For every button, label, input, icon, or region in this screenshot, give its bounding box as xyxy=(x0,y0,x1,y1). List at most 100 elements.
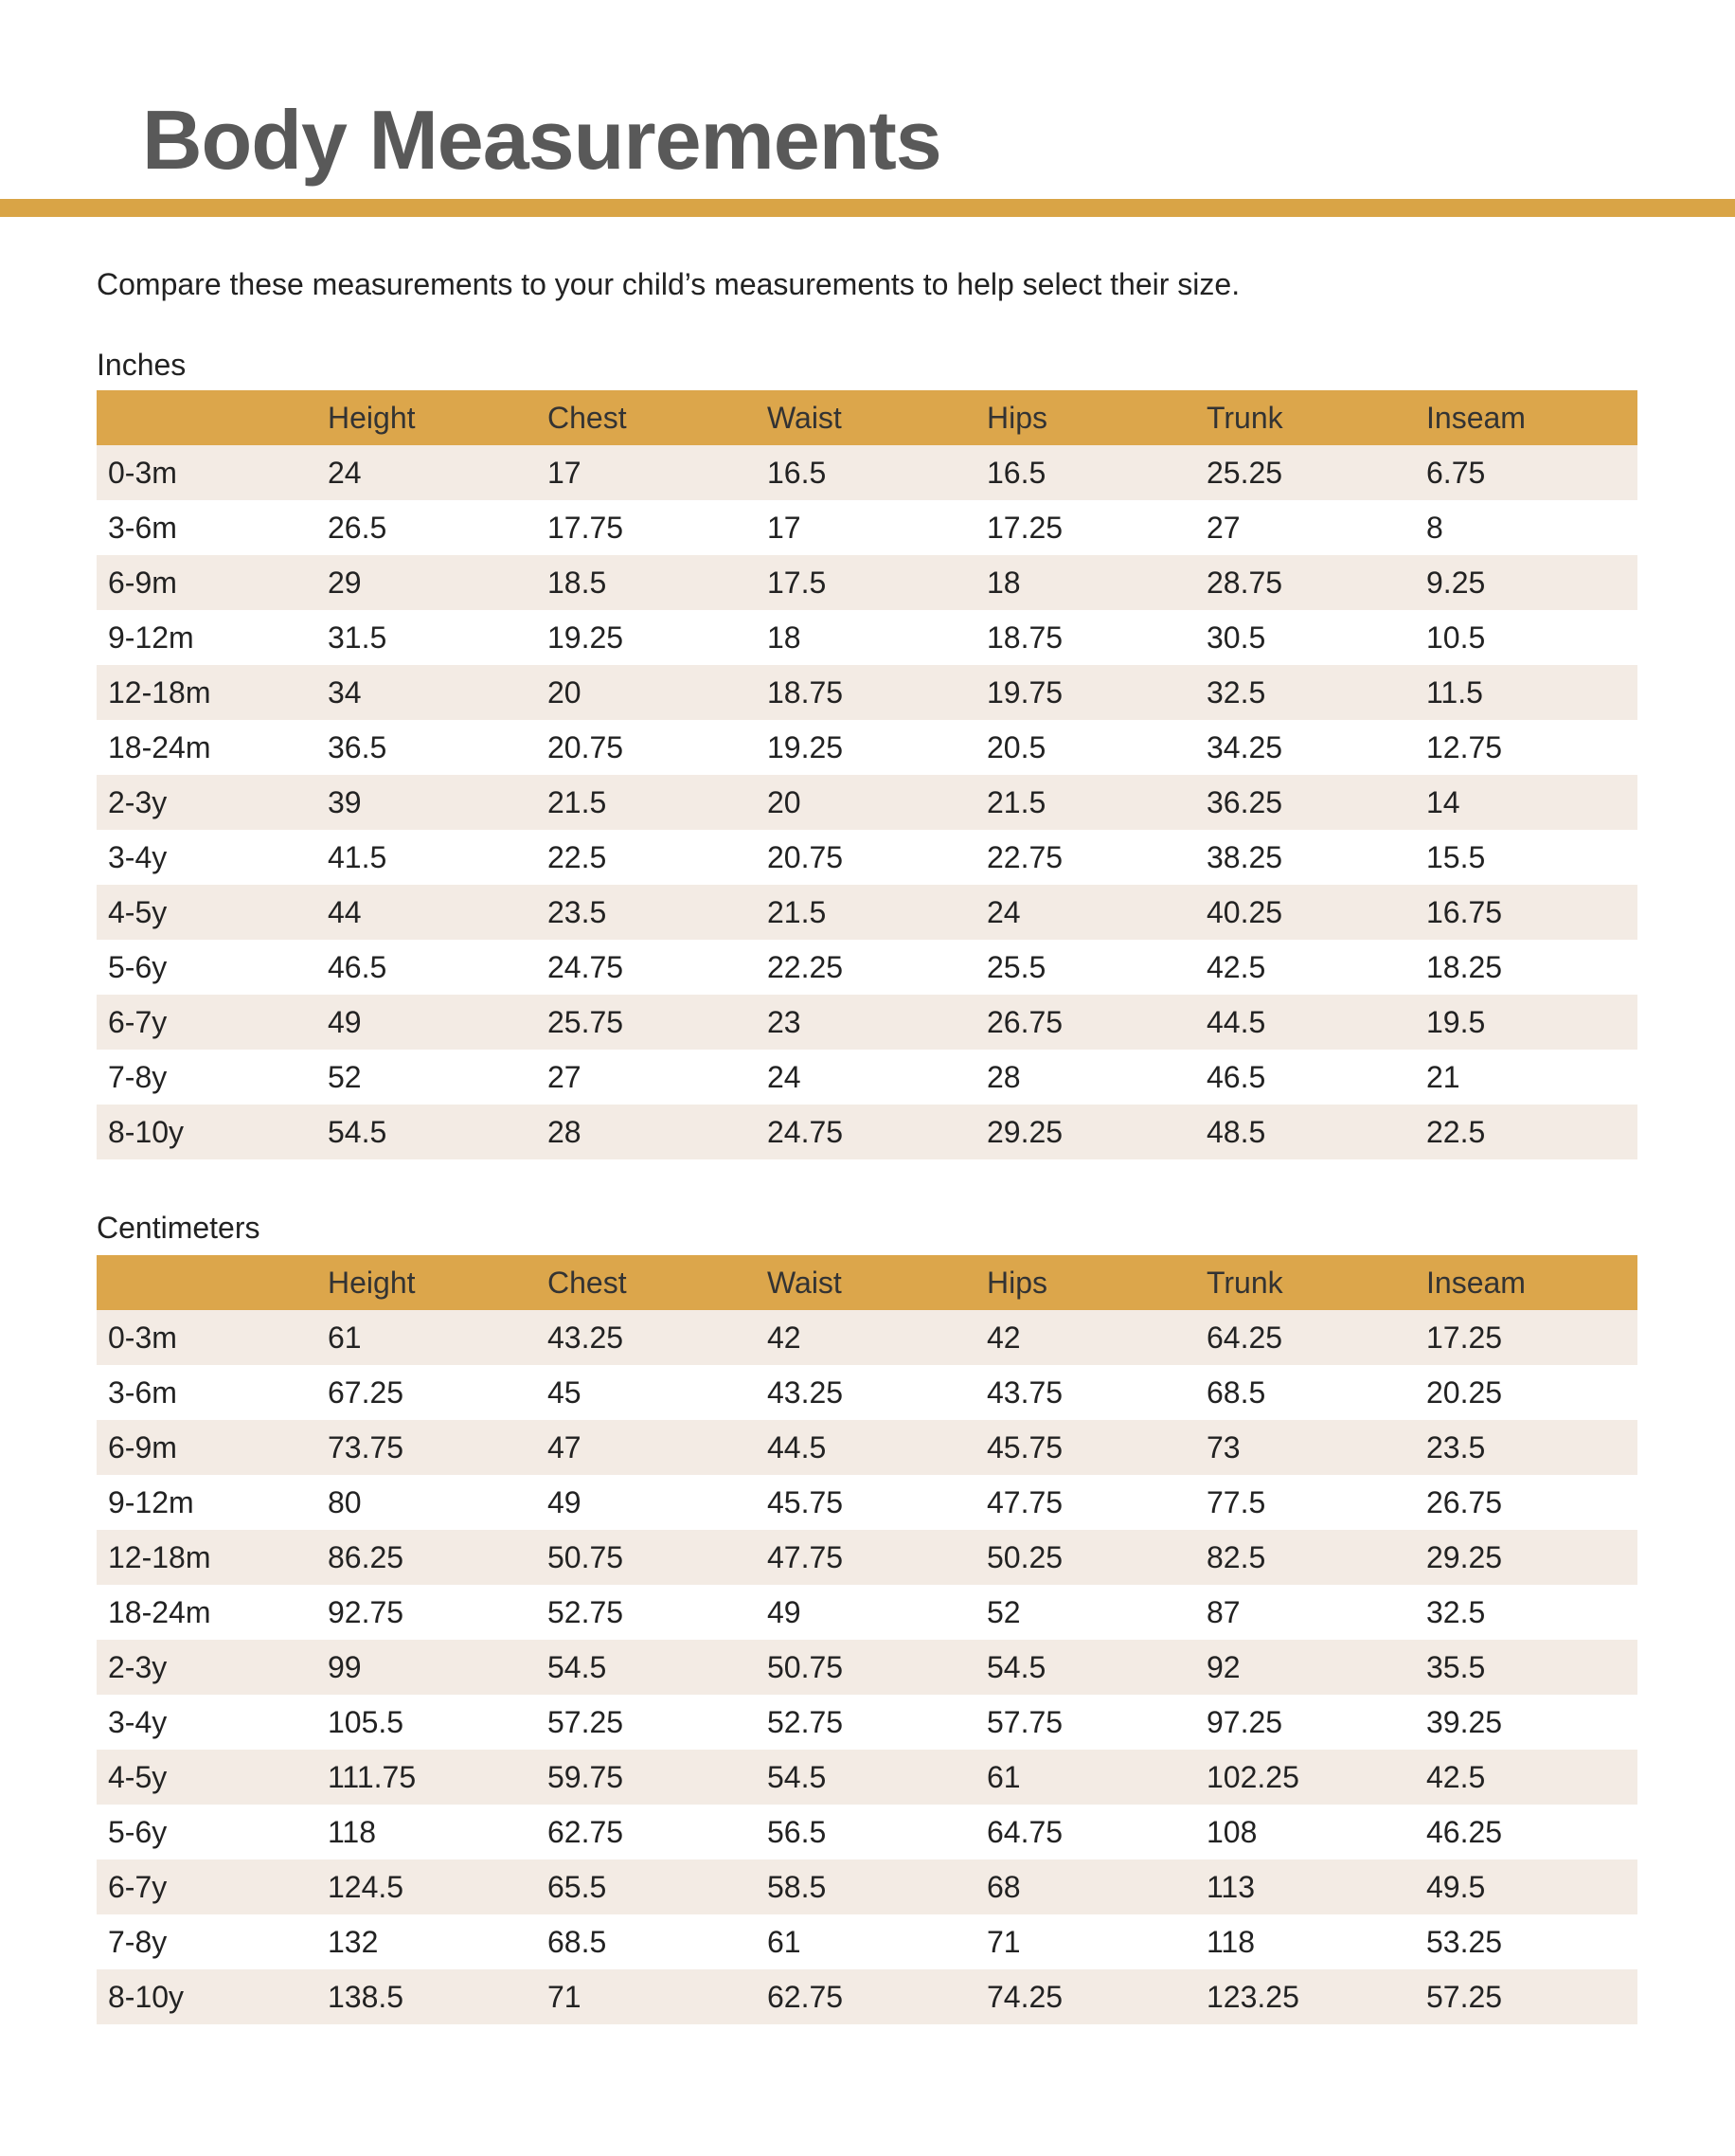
table-row: 9-12m 31.5 19.25 18 18.75 30.5 10.5 xyxy=(97,610,1637,665)
header-cell: Waist xyxy=(767,400,842,435)
value-cell: 17.75 xyxy=(547,510,624,545)
value-cell: 24.75 xyxy=(767,1114,844,1149)
value-cell: 44 xyxy=(328,894,362,929)
value-cell: 102.25 xyxy=(1207,1759,1299,1794)
value-cell: 43.25 xyxy=(547,1320,624,1355)
table-row: 12-18m 34 20 18.75 19.75 32.5 11.5 xyxy=(97,665,1637,720)
value-cell: 45.75 xyxy=(987,1429,1064,1464)
table-row: 6-7y 124.5 65.5 58.5 68 113 49.5 xyxy=(97,1860,1637,1914)
value-cell: 20.5 xyxy=(987,729,1046,764)
value-cell: 41.5 xyxy=(328,839,387,874)
value-cell: 18.75 xyxy=(987,620,1064,655)
value-cell: 54.5 xyxy=(767,1759,827,1794)
value-cell: 25.5 xyxy=(987,949,1046,984)
value-cell: 105.5 xyxy=(328,1704,404,1739)
table-row: 3-6m 26.5 17.75 17 17.25 27 8 xyxy=(97,500,1637,555)
value-cell: 28 xyxy=(987,1059,1021,1094)
value-cell: 17 xyxy=(547,455,581,490)
value-cell: 20.25 xyxy=(1426,1374,1503,1410)
table-row: 8-10y 54.5 28 24.75 29.25 48.5 22.5 xyxy=(97,1105,1637,1159)
header-row: Height Chest Waist Hips Trunk Inseam xyxy=(97,390,1637,445)
value-cell: 26.5 xyxy=(328,510,387,545)
value-cell: 26.75 xyxy=(987,1004,1064,1039)
value-cell: 21.5 xyxy=(767,894,827,929)
value-cell: 124.5 xyxy=(328,1869,404,1904)
header-cell: Hips xyxy=(987,400,1048,435)
value-cell: 18 xyxy=(987,565,1021,600)
value-cell: 25.25 xyxy=(1207,455,1283,490)
value-cell: 50.75 xyxy=(767,1649,844,1684)
value-cell: 49.5 xyxy=(1426,1869,1486,1904)
header-row: Height Chest Waist Hips Trunk Inseam xyxy=(97,1255,1637,1310)
header-cell: Trunk xyxy=(1207,400,1283,435)
accent-bar xyxy=(0,199,1735,217)
title: Body Measurements xyxy=(142,93,942,187)
value-cell: 19.25 xyxy=(767,729,844,764)
value-cell: 45.75 xyxy=(767,1484,844,1519)
value-cell: 64.75 xyxy=(987,1814,1064,1849)
table-row: 18-24m 92.75 52.75 49 52 87 32.5 xyxy=(97,1585,1637,1640)
table: Height Chest Waist Hips Trunk Inseam 0-3m 61 43.… xyxy=(97,1255,1637,2024)
table-row: 6-9m 73.75 47 44.5 45.75 73 23.5 xyxy=(97,1420,1637,1475)
value-cell: 46.5 xyxy=(328,949,387,984)
value-cell: 18.5 xyxy=(547,565,607,600)
value-cell: 87 xyxy=(1207,1594,1241,1629)
value-cell: 35.5 xyxy=(1426,1649,1486,1684)
value-cell: 20.75 xyxy=(547,729,624,764)
value-cell: 62.75 xyxy=(547,1814,624,1849)
header-cell: Inseam xyxy=(1426,400,1526,435)
value-cell: 43.25 xyxy=(767,1374,844,1410)
value-cell: 23 xyxy=(767,1004,801,1039)
value-cell: 47.75 xyxy=(987,1484,1064,1519)
value-cell: 36.5 xyxy=(328,729,387,764)
value-cell: 62.75 xyxy=(767,1979,844,2014)
value-cell: 57.25 xyxy=(547,1704,624,1739)
value-cell: 44.5 xyxy=(1207,1004,1266,1039)
size-cell: 2-3y xyxy=(108,1649,168,1684)
value-cell: 27 xyxy=(547,1059,581,1094)
value-cell: 53.25 xyxy=(1426,1924,1503,1959)
table-row: 9-12m 80 49 45.75 47.75 77.5 26.75 xyxy=(97,1475,1637,1530)
value-cell: 113 xyxy=(1207,1869,1256,1904)
value-cell: 17.5 xyxy=(767,565,827,600)
intro: Compare these measurements to your child… xyxy=(97,267,1241,301)
value-cell: 57.75 xyxy=(987,1704,1064,1739)
value-cell: 52.75 xyxy=(767,1704,844,1739)
value-cell: 36.25 xyxy=(1207,784,1283,819)
value-cell: 44.5 xyxy=(767,1429,827,1464)
header-cell: Height xyxy=(328,400,416,435)
value-cell: 21.5 xyxy=(547,784,607,819)
value-cell: 74.25 xyxy=(987,1979,1064,2014)
value-cell: 71 xyxy=(987,1924,1021,1959)
value-cell: 22.5 xyxy=(1426,1114,1486,1149)
table-row: 0-3m 61 43.25 42 42 64.25 17.25 xyxy=(97,1310,1637,1365)
size-cell: 6-9m xyxy=(108,1429,177,1464)
size-cell: 7-8y xyxy=(108,1059,168,1094)
size-cell: 3-6m xyxy=(108,510,177,545)
value-cell: 22.75 xyxy=(987,839,1064,874)
table-label: Inches xyxy=(97,348,187,382)
value-cell: 46.5 xyxy=(1207,1059,1266,1094)
value-cell: 15.5 xyxy=(1426,839,1486,874)
value-cell: 73 xyxy=(1207,1429,1241,1464)
value-cell: 45 xyxy=(547,1374,581,1410)
value-cell: 54.5 xyxy=(547,1649,607,1684)
value-cell: 32.5 xyxy=(1426,1594,1486,1629)
value-cell: 29.25 xyxy=(987,1114,1064,1149)
value-cell: 86.25 xyxy=(328,1539,404,1574)
size-cell: 9-12m xyxy=(108,1484,194,1519)
value-cell: 21.5 xyxy=(987,784,1046,819)
value-cell: 52.75 xyxy=(547,1594,624,1629)
value-cell: 46.25 xyxy=(1426,1814,1503,1849)
size-cell: 6-7y xyxy=(108,1869,168,1904)
value-cell: 123.25 xyxy=(1207,1979,1299,2014)
value-cell: 42.5 xyxy=(1426,1759,1486,1794)
size-cell: 4-5y xyxy=(108,1759,168,1794)
value-cell: 42.5 xyxy=(1207,949,1266,984)
table-row: 6-9m 29 18.5 17.5 18 28.75 9.25 xyxy=(97,555,1637,610)
value-cell: 29 xyxy=(328,565,362,600)
value-cell: 39.25 xyxy=(1426,1704,1503,1739)
table-row: 5-6y 46.5 24.75 22.25 25.5 42.5 18.25 xyxy=(97,940,1637,995)
header-cell: Height xyxy=(328,1265,416,1300)
value-cell: 40.25 xyxy=(1207,894,1283,929)
